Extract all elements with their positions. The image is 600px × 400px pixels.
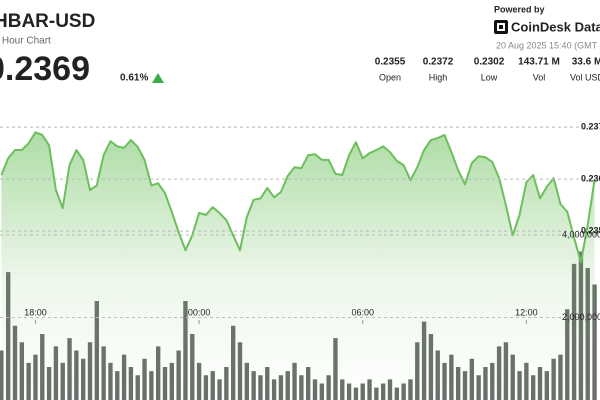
y2-tick-label: 4,000,000 [562, 229, 600, 239]
y-tick-label: 0.236 [581, 173, 600, 183]
stat-label: Vol [533, 72, 546, 82]
stat-label: Vol USD [570, 72, 600, 82]
stat-value: 0.2355 [375, 57, 406, 68]
price: 0.2369 [0, 50, 90, 88]
price-area [1, 132, 595, 400]
brand: CoinDesk Data [511, 19, 600, 34]
x-tick-label: 12:00 [515, 307, 538, 317]
plot: 0.235 0.236 0.237 2,000,000 4,000,000 18:00 00… [0, 122, 600, 400]
x-tick-label: 00:00 [188, 307, 211, 317]
subtitle: 24 Hour Chart [0, 36, 51, 47]
stat-value: 143.71 M [518, 57, 560, 68]
powered-by: Powered by [494, 4, 545, 14]
stat-label: Low [481, 72, 498, 82]
change: 0.61% [120, 73, 148, 84]
x-tick-label: 18:00 [24, 307, 47, 317]
timestamp: 20 Aug 2025 15:40 (GMT [496, 40, 598, 50]
stat-value: 0.2372 [423, 57, 454, 68]
stat-value: 33.6 M [572, 57, 600, 68]
up-arrow [152, 73, 164, 83]
volume-bar [592, 284, 597, 400]
y-tick-label: 0.235 [581, 225, 600, 235]
y-tick-label: 0.237 [581, 122, 600, 132]
price-line [0, 131, 596, 264]
stat-label: High [429, 72, 448, 82]
stats: 0.2355 Open 0.2372 High 0.2302 Low 143.71 M Vol… [375, 57, 600, 83]
symbol: HBAR-USD [0, 11, 95, 32]
stat-label: Open [379, 72, 401, 82]
x-tick-label: 06:00 [351, 307, 374, 317]
y2-tick-label: 2,000,000 [562, 312, 600, 322]
stat-value: 0.2302 [474, 57, 505, 68]
logo [494, 20, 508, 34]
